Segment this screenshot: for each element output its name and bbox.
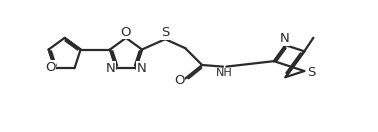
Text: N: N — [105, 62, 115, 75]
Text: N: N — [137, 62, 147, 75]
Text: S: S — [307, 66, 315, 79]
Text: S: S — [161, 26, 170, 39]
Text: NH: NH — [216, 68, 233, 78]
Text: O: O — [45, 61, 56, 74]
Text: N: N — [280, 32, 290, 45]
Text: O: O — [174, 74, 185, 87]
Text: O: O — [120, 26, 131, 39]
